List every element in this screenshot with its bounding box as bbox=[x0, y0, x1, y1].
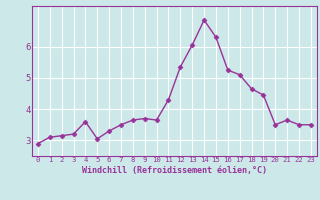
X-axis label: Windchill (Refroidissement éolien,°C): Windchill (Refroidissement éolien,°C) bbox=[82, 166, 267, 175]
